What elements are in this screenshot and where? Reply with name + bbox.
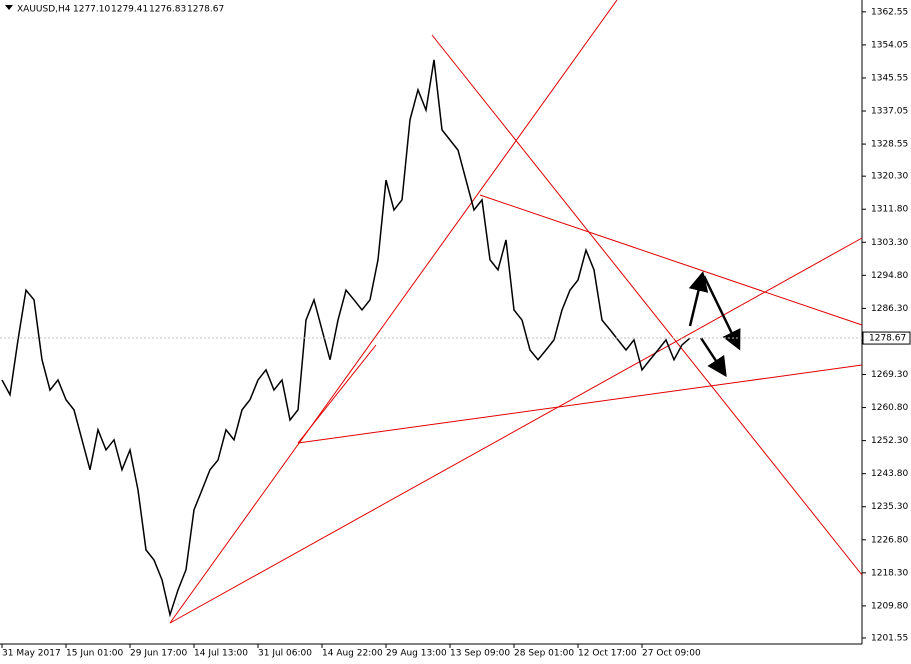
x-tick-label: 14 Aug 22:00 — [322, 649, 383, 659]
current-price-box — [862, 331, 911, 345]
y-tick-label: 1235.30 — [871, 502, 908, 512]
trendlines — [169, 0, 863, 624]
x-tick-label: 29 Aug 13:00 — [386, 649, 447, 659]
x-tick-label: 29 Jun 17:00 — [130, 649, 187, 659]
ohlc-high: 1279.41 — [111, 5, 148, 15]
y-tick-label: 1286.30 — [871, 304, 908, 314]
trendline — [479, 194, 863, 326]
y-tick-label: 1243.80 — [871, 469, 908, 479]
x-tick-label: 13 Sep 09:00 — [450, 649, 510, 659]
x-tick-label: 12 Oct 17:00 — [578, 649, 637, 659]
x-tick-label: 14 Jul 13:00 — [194, 649, 248, 659]
y-tick-label: 1201.55 — [871, 633, 908, 643]
ohlc-close: 1278.67 — [187, 5, 224, 15]
symbol-title: XAUUSD,H4 — [17, 5, 71, 15]
trendline — [431, 34, 863, 576]
y-tick-label: 1252.30 — [871, 436, 908, 446]
ohlc-low: 1276.83 — [149, 5, 186, 15]
arrow — [702, 275, 741, 351]
y-tick-label: 1226.80 — [871, 535, 908, 545]
menu-triangle[interactable] — [5, 5, 13, 10]
price-line — [1, 59, 691, 618]
current-price-label: 1278.67 — [869, 334, 906, 344]
y-tick-label: 1311.80 — [871, 205, 908, 215]
trendline — [297, 344, 377, 444]
trendline — [169, 237, 863, 624]
arrow — [699, 337, 727, 378]
x-tick-label: 27 Oct 09:00 — [642, 649, 701, 659]
y-tick-label: 1209.80 — [871, 601, 908, 611]
y-tick-label: 1303.30 — [871, 238, 908, 248]
x-tick-label: 28 Sep 01:00 — [514, 649, 574, 659]
y-tick-label: 1354.05 — [871, 40, 908, 50]
y-tick-label: 1328.55 — [871, 140, 908, 150]
y-tick-label: 1269.30 — [871, 370, 908, 380]
arrow — [688, 271, 709, 327]
y-tick-label: 1218.30 — [871, 568, 908, 578]
trendline — [297, 364, 863, 444]
ohlc-open: 1277.10 — [73, 5, 110, 15]
y-tick-label: 1337.05 — [871, 107, 908, 117]
trendline — [169, 0, 618, 624]
x-tick-label: 15 Jun 01:00 — [66, 649, 123, 659]
y-tick-label: 1345.55 — [871, 73, 908, 83]
x-tick-label: 31 May 2017 — [2, 649, 61, 659]
x-tick-label: 31 Jul 06:00 — [258, 649, 312, 659]
y-tick-label: 1294.80 — [871, 271, 908, 281]
y-tick-label: 1320.30 — [871, 172, 908, 182]
y-tick-label: 1362.55 — [871, 7, 908, 17]
y-tick-label: 1260.80 — [871, 403, 908, 413]
arrows — [688, 271, 741, 378]
